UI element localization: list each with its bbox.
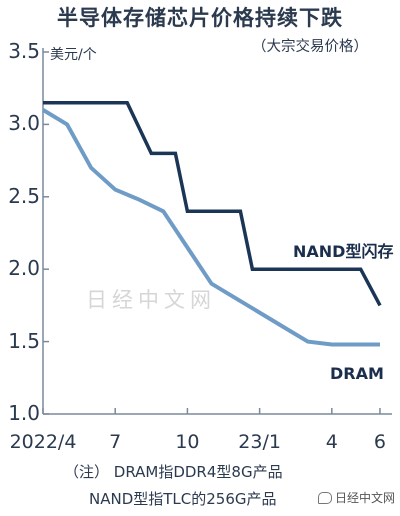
y-axis-unit-label: 美元/个 <box>50 47 97 63</box>
x-tick-label: 23/1 <box>238 431 281 453</box>
footnote-dram: （注） DRAM指DDR4型8G产品 <box>64 463 283 481</box>
x-tick-label: 4 <box>325 431 338 453</box>
footnote-nand: NAND型指TLC的256G产品 <box>89 490 277 508</box>
source-logo: 日经中文网 <box>318 489 395 506</box>
dram-series-label: DRAM <box>330 364 384 383</box>
y-tick-label: 3.5 <box>8 39 40 63</box>
watermark-text: 日经中文网 <box>86 288 216 312</box>
y-tick-label: 2.0 <box>8 256 40 281</box>
chat-bubble-icon <box>318 491 332 504</box>
x-tick-label: 10 <box>175 431 200 453</box>
y-tick-label: 1.5 <box>8 328 40 353</box>
series-layer <box>41 100 382 347</box>
y-tick-label: 1.0 <box>8 401 40 425</box>
chart-subtitle: （大宗交易价格） <box>252 39 368 55</box>
y-tick-label: 3.0 <box>8 111 40 136</box>
dram-series-line <box>41 108 380 347</box>
x-tick-label: 7 <box>109 431 122 453</box>
chart-title: 半导体存储芯片价格持续下跌 <box>57 6 343 30</box>
x-tick-label: 6 <box>373 431 386 453</box>
nand-series-label: NAND型闪存 <box>293 242 394 261</box>
x-tick-label: 2022/4 <box>9 431 77 453</box>
source-logo-text: 日经中文网 <box>335 491 396 505</box>
nand-series-line <box>43 100 382 307</box>
y-tick-label: 2.5 <box>8 183 40 208</box>
axes-layer <box>42 48 392 415</box>
